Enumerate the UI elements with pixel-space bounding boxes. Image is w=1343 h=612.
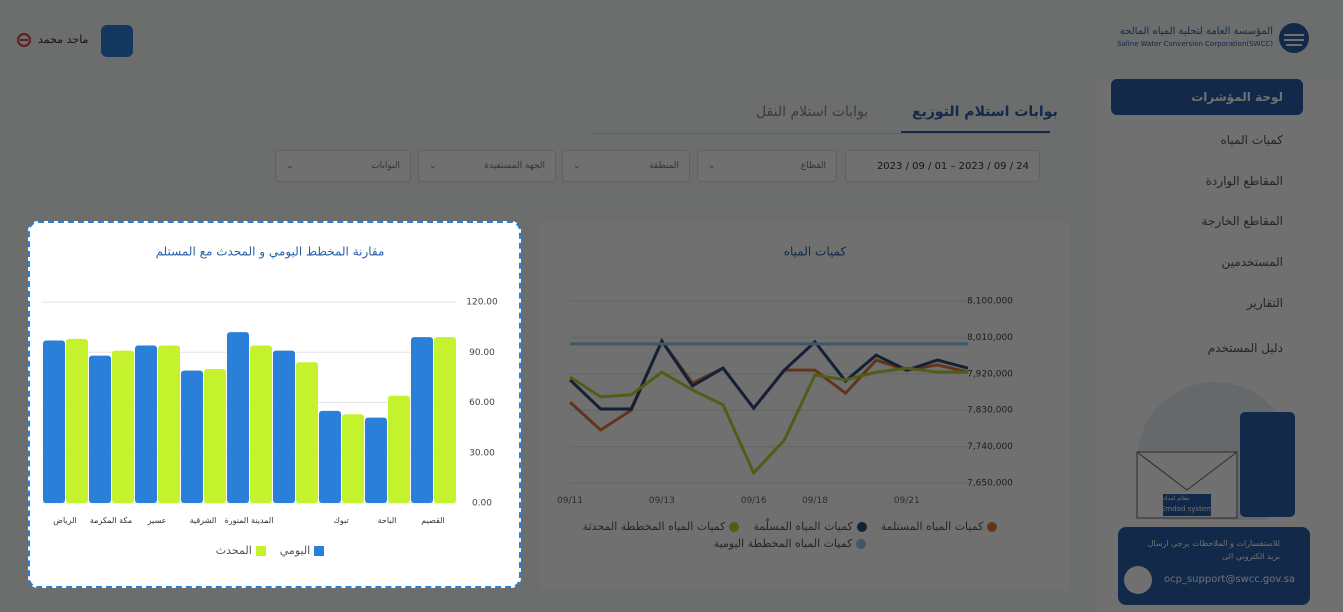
legend-swatch [255,546,266,556]
bar [112,350,134,503]
bar [365,417,387,503]
y-tick-label: 30.00 [469,448,495,458]
legend-label: المحدث [215,544,252,557]
x-tick-label: المدينة المنورة [225,516,274,525]
bar [204,369,226,503]
x-tick-label: تبوك [333,516,348,525]
bar [158,345,180,503]
x-tick-label: عسير [147,516,167,525]
y-tick-label: 60.00 [469,398,495,408]
x-tick-label: الباحة [378,516,397,525]
legend: اليومي المحدث [60,544,480,557]
legend-item[interactable]: اليومي [279,544,325,557]
bar [296,362,318,503]
y-tick-label: 120.00 [466,298,498,308]
x-tick-label: مكة المكرمة [90,516,132,525]
bar [227,332,249,503]
bar [273,350,295,503]
y-tick-label: 0.00 [472,499,492,509]
bar [89,355,111,503]
bar [388,395,410,503]
bar [181,370,203,503]
bar [319,410,341,503]
bar [434,337,456,503]
legend-item[interactable]: المحدث [216,544,266,557]
x-tick-label: الشرقية [190,516,217,525]
bar [66,338,88,503]
bar [342,414,364,503]
bar [135,345,157,503]
x-tick-label: القصيم [421,516,444,525]
x-tick-label: الرياض [53,516,76,525]
bar [411,337,433,503]
legend-swatch [314,546,325,556]
bar [43,340,65,503]
chart-title: مقارنة المخطط اليومي و المحدث مع المستلم [156,245,385,260]
bar [250,345,272,503]
y-tick-label: 90.00 [469,348,495,358]
legend-label: اليومي [279,544,311,557]
